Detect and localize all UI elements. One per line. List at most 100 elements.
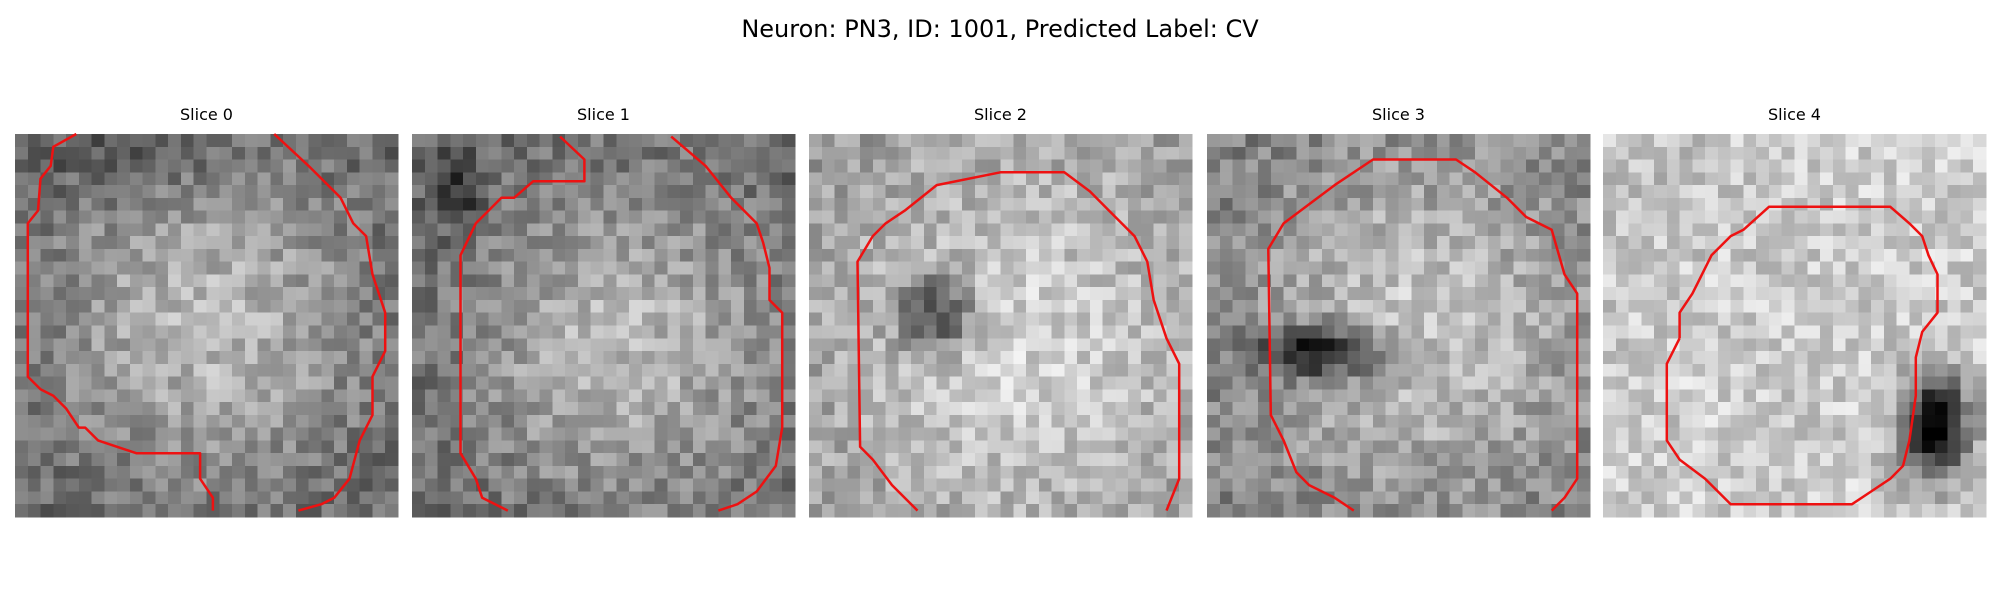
pixel [731, 248, 745, 263]
pixel [1883, 453, 1898, 467]
pixel [987, 248, 1001, 263]
pixel [962, 338, 976, 352]
pixel [1628, 402, 1642, 416]
pixel [603, 351, 617, 365]
pixel [1641, 159, 1655, 173]
pixel [911, 312, 925, 326]
pixel [308, 223, 322, 237]
pixel [463, 236, 477, 250]
pixel [705, 389, 719, 403]
pixel [1768, 491, 1783, 505]
pixel [1207, 453, 1221, 467]
pixel [539, 440, 553, 454]
pixel [1871, 351, 1885, 365]
pixel [1487, 236, 1502, 250]
pixel [1845, 440, 1859, 454]
pixel [590, 159, 604, 173]
pixel [1692, 223, 1706, 237]
pixel [821, 146, 836, 161]
pixel [424, 376, 439, 390]
pixel [424, 465, 439, 480]
pixel [1577, 402, 1591, 416]
pixel [565, 299, 579, 314]
pixel [898, 325, 912, 339]
pixel [129, 427, 144, 441]
pixel [987, 440, 1001, 454]
pixel [1513, 274, 1527, 288]
pixel [577, 389, 592, 403]
pixel [270, 363, 284, 378]
pixel [590, 185, 604, 199]
pixel [206, 274, 220, 288]
pixel [552, 389, 566, 403]
pixel [898, 414, 912, 429]
pixel [501, 134, 515, 148]
pixel [1807, 427, 1821, 441]
pixel [372, 325, 386, 339]
pixel [1794, 478, 1808, 492]
pixel [1179, 134, 1193, 148]
pixel [552, 248, 566, 263]
pixel [1845, 223, 1859, 237]
pixel [1564, 185, 1578, 199]
pixel [463, 478, 477, 492]
pixel [1026, 172, 1040, 186]
pixel [244, 338, 259, 352]
pixel [1207, 312, 1221, 326]
pixel [1179, 351, 1193, 365]
pixel [1411, 414, 1425, 429]
pixel [756, 261, 770, 275]
pixel [334, 478, 348, 492]
pixel [821, 478, 836, 492]
pixel [1513, 146, 1527, 161]
pixel [1781, 338, 1795, 352]
pixel [91, 287, 105, 301]
pixel [1258, 491, 1272, 505]
pixel [1922, 414, 1936, 429]
pixel [1794, 453, 1808, 467]
pixel [616, 172, 630, 186]
pixel [1858, 453, 1872, 467]
pixel [1219, 223, 1234, 237]
pixel [1820, 159, 1834, 173]
pixel [270, 338, 284, 352]
pixel [295, 287, 310, 301]
pixel [321, 287, 335, 301]
pixel [1000, 338, 1014, 352]
pixel [66, 185, 80, 199]
pixel [1232, 338, 1246, 352]
pixel [1743, 453, 1757, 467]
pixel [1615, 414, 1630, 429]
pixel [1858, 146, 1872, 161]
pixel [1654, 159, 1668, 173]
pixel [1628, 312, 1642, 326]
pixel [987, 325, 1001, 339]
pixel [372, 427, 386, 441]
pixel [53, 146, 67, 161]
pixel [1500, 440, 1514, 454]
pixel [1089, 440, 1104, 454]
pixel [1730, 261, 1744, 275]
pixel [1309, 223, 1323, 237]
pixel [295, 491, 310, 505]
pixel [1628, 146, 1642, 161]
pixel [66, 440, 80, 454]
pixel [860, 325, 874, 339]
pixel [1436, 478, 1451, 492]
pixel [885, 172, 899, 186]
pixel [40, 504, 54, 518]
pixel [629, 146, 643, 161]
pixel [1896, 248, 1910, 263]
pixel [15, 376, 29, 390]
pixel [193, 389, 207, 403]
pixel [1385, 478, 1399, 492]
pixel [1858, 197, 1872, 212]
pixel [129, 491, 144, 505]
pixel [898, 287, 912, 301]
pixel [1166, 338, 1180, 352]
pixel [129, 210, 144, 224]
pixel [206, 312, 220, 326]
pixel [270, 185, 284, 199]
pixel [1832, 261, 1847, 275]
pixel [372, 185, 386, 199]
